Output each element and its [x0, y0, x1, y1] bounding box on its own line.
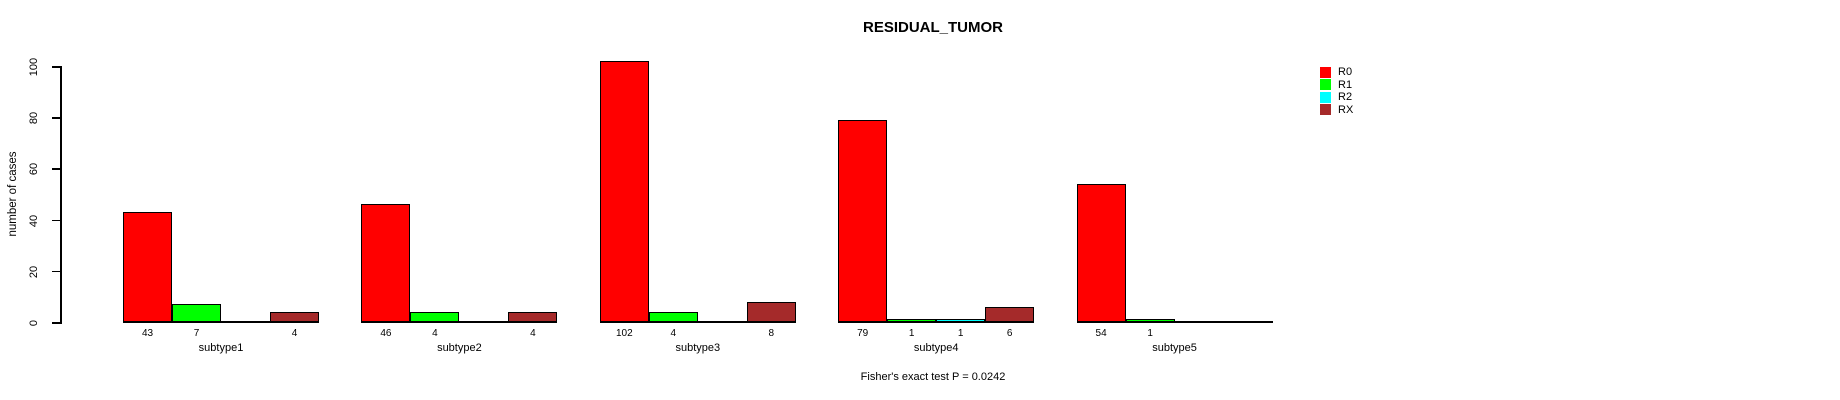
legend-label-rx: RX	[1338, 103, 1354, 116]
bar-value-label: 79	[857, 328, 869, 339]
bar-r1-subtype2	[410, 312, 460, 322]
y-tick-label: 80	[28, 112, 40, 125]
bar-rx-subtype1	[270, 312, 319, 322]
y-tick-label: 40	[28, 214, 40, 227]
y-tick	[52, 322, 60, 324]
group-baseline	[361, 321, 558, 323]
legend: R0 R1 R2 RX	[1320, 66, 1353, 116]
bar-value-label: 6	[1006, 328, 1013, 339]
chart-title: RESIDUAL_TUMOR	[862, 19, 1004, 36]
bar-value-label: 8	[768, 328, 775, 339]
group-baseline	[123, 321, 319, 323]
bar-rx-subtype4	[985, 307, 1035, 322]
bar-rx-subtype2	[508, 312, 558, 322]
bar-value-label: 7	[193, 328, 200, 339]
y-axis-line	[60, 66, 62, 324]
bar-value-label: 46	[380, 328, 392, 339]
y-tick-label: 100	[28, 57, 40, 77]
legend-label-r2: R2	[1338, 91, 1353, 103]
bar-value-label: 4	[670, 328, 677, 339]
y-tick-label: 60	[28, 163, 40, 176]
legend-label-r1: R1	[1338, 78, 1353, 91]
bar-r1-subtype1	[172, 304, 221, 322]
bar-r0-subtype3	[599, 61, 649, 322]
y-tick-label: 0	[28, 319, 40, 327]
bar-r2-subtype4	[936, 319, 986, 322]
category-label-subtype5: subtype5	[1152, 342, 1197, 354]
bar-value-label: 1	[908, 328, 915, 339]
legend-swatch-r2	[1320, 91, 1331, 103]
category-label-subtype3: subtype3	[675, 342, 721, 354]
bar-value-label: 4	[291, 328, 298, 339]
bar-r1-subtype5	[1125, 319, 1175, 322]
bar-r0-subtype5	[1076, 184, 1126, 322]
legend-label-r0: R0	[1338, 66, 1353, 78]
y-tick	[52, 270, 60, 273]
y-tick	[52, 168, 60, 170]
legend-item-r0: R0	[1320, 66, 1353, 78]
bar-r0-subtype1	[123, 212, 172, 322]
bar-value-label: 4	[432, 328, 438, 339]
y-tick	[52, 219, 60, 222]
y-tick-label: 20	[28, 265, 40, 278]
category-label-subtype4: subtype4	[913, 342, 959, 354]
legend-swatch-r0	[1320, 66, 1331, 78]
bar-r1-subtype3	[648, 312, 698, 322]
legend-item-r1: R1	[1320, 79, 1353, 91]
legend-item-rx: RX	[1320, 104, 1353, 116]
legend-swatch-r1	[1320, 79, 1331, 90]
bar-value-label: 102	[615, 328, 633, 339]
bar-r0-subtype4	[838, 120, 888, 322]
bar-value-label: 1	[957, 328, 964, 339]
bar-value-label: 4	[530, 328, 536, 339]
category-label-subtype2: subtype2	[437, 342, 482, 354]
legend-swatch-rx	[1320, 104, 1331, 115]
bar-value-label: 1	[1147, 328, 1153, 339]
legend-item-r2: R2	[1320, 91, 1353, 103]
bar-r0-subtype2	[361, 204, 411, 322]
bar-r1-subtype4	[887, 319, 937, 322]
fisher-annotation: Fisher's exact test P = 0.0242	[860, 371, 1006, 383]
group-baseline	[599, 321, 796, 323]
y-tick	[52, 117, 60, 119]
group-baseline	[1076, 321, 1273, 323]
bar-value-label: 43	[141, 328, 154, 339]
bar-value-label: 54	[1095, 328, 1107, 339]
y-tick	[52, 66, 60, 68]
bar-rx-subtype3	[746, 302, 796, 322]
category-label-subtype1: subtype1	[198, 342, 244, 354]
